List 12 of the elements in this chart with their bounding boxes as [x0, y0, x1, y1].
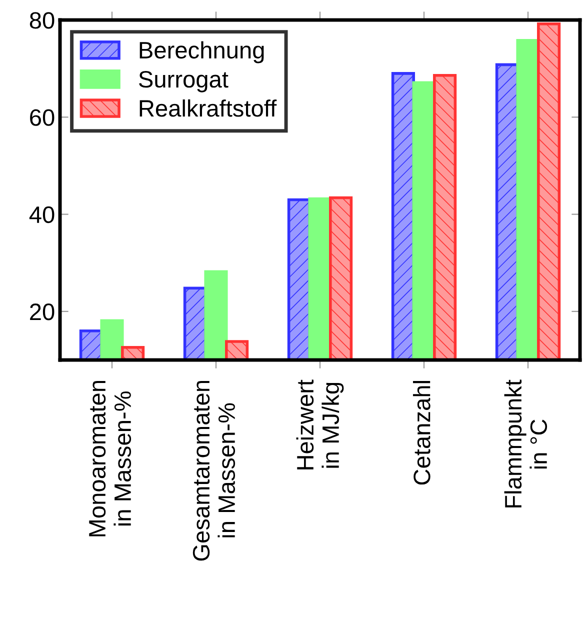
x-tick-label: Cetanzahl — [412, 381, 430, 485]
x-tick-label: Flammpunkt in °C — [504, 380, 548, 508]
y-tick-label: 80 — [30, 12, 54, 29]
legend-label: Surrogat — [138, 70, 228, 92]
legend-label: Berechnung — [140, 41, 264, 64]
y-tick-label: 40 — [29, 206, 54, 224]
x-tick-label: Gesamtaromaten in Massen-% — [192, 380, 236, 561]
legend-label: Realkraftstoff — [140, 99, 277, 117]
y-tick-label: 60 — [30, 109, 54, 126]
x-tick-label: Monoaromaten in Massen-% — [89, 380, 132, 536]
y-tick-label: 20 — [30, 303, 54, 320]
x-tick-label: Heizwert in MJ/kg — [296, 380, 344, 470]
